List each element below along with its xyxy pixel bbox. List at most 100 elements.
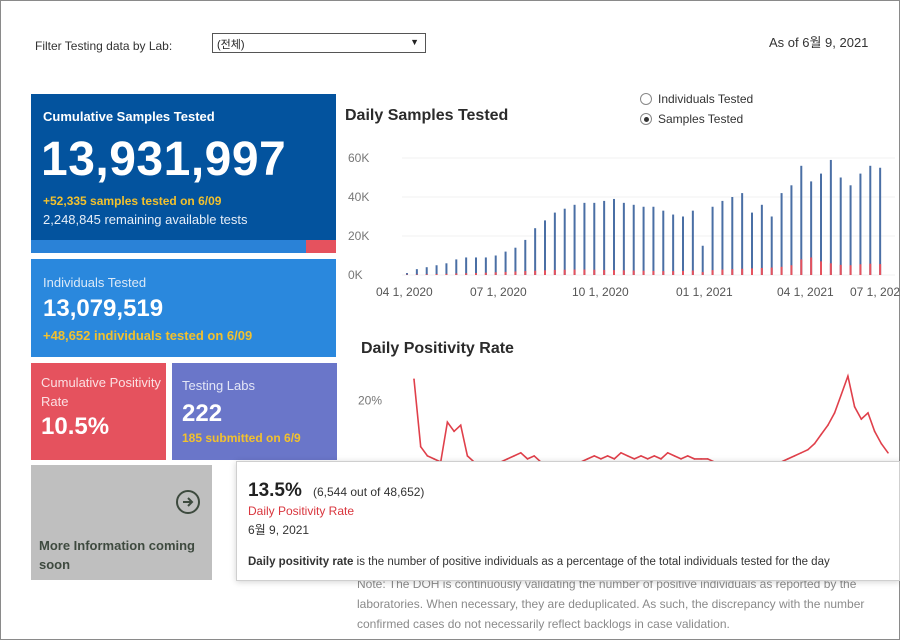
bar-samples (642, 206, 645, 275)
positivity-point (880, 442, 883, 445)
bar-samples (760, 204, 763, 275)
positivity-point (640, 455, 642, 457)
radio-button[interactable] (640, 113, 652, 125)
bar-positive (563, 269, 566, 275)
bar-positive (879, 264, 882, 275)
testing-labs-tile[interactable]: Testing Labs 222 185 submitted on 6/9 (172, 363, 337, 460)
positivity-point (666, 452, 669, 454)
positivity-point (506, 458, 509, 460)
bar-samples (475, 257, 477, 275)
bar-positive (790, 265, 793, 275)
bar-samples (869, 165, 872, 275)
daily-positivity-title: Daily Positivity Rate (361, 340, 514, 357)
bar-samples (613, 198, 615, 275)
x-tick-label: 07 1, 2021 (850, 285, 900, 299)
positivity-point (793, 455, 796, 457)
tooltip-detail: (6,544 out of 48,652) (313, 485, 425, 499)
daily-samples-chart[interactable]: 60K 40K 20K 0K 04 1, 2020 07 1, 2020 10 1, 202… (340, 140, 900, 310)
bar-samples (435, 265, 438, 275)
bar-samples (415, 269, 418, 275)
positivity-point (620, 452, 622, 454)
radio-button[interactable] (640, 93, 652, 105)
tooltip-metric: Daily Positivity Rate (248, 504, 355, 518)
positivity-point (686, 455, 689, 457)
bar-positive (583, 269, 586, 275)
positivity-point (873, 430, 876, 433)
positivity-point (853, 406, 856, 408)
positivity-point (419, 445, 422, 448)
bar-positive (534, 270, 537, 275)
bar-positive (751, 268, 753, 275)
bar-samples (790, 185, 793, 275)
positivity-rate-tile[interactable]: Cumulative Positivity Rate 10.5% (31, 363, 166, 460)
radio-individuals-tested[interactable]: Individuals Tested (640, 92, 753, 106)
tile-title: Individuals Tested (43, 275, 147, 290)
bar-positive (494, 272, 497, 275)
positivity-point (680, 458, 682, 460)
remaining-tests-bar-fill (305, 240, 336, 253)
bar-samples (573, 204, 576, 275)
bar-samples (810, 181, 813, 275)
bar-positive (632, 270, 635, 275)
bar-samples (751, 212, 753, 275)
chevron-down-icon: ▼ (410, 37, 419, 47)
positivity-point (513, 455, 515, 457)
tooltip-description: Daily positivity rate is the number of p… (248, 556, 898, 568)
y-tick-label: 20K (348, 229, 369, 243)
cumulative-samples-tile[interactable]: Cumulative Samples Tested 13,931,997 +52… (31, 94, 336, 253)
bar-positive (662, 271, 665, 275)
samples-today: +52,335 samples tested on 6/09 (43, 194, 222, 208)
bar-positive (652, 270, 655, 275)
bar-samples (494, 255, 497, 275)
daily-positivity-chart[interactable]: 20% (340, 370, 900, 465)
bar-positive (701, 272, 704, 275)
bar-positive (780, 266, 783, 275)
bar-positive (603, 269, 606, 275)
bar-samples (800, 165, 803, 275)
positivity-line (413, 373, 889, 464)
bar-positive (504, 271, 507, 275)
lab-filter-dropdown[interactable]: (전체) ▼ (212, 33, 426, 53)
positivity-point (787, 458, 789, 460)
individuals-tested-tile[interactable]: Individuals Tested 13,079,519 +48,652 in… (31, 259, 336, 357)
bar-positive (760, 267, 763, 275)
bar-samples (849, 185, 852, 275)
bar-positive (553, 269, 556, 275)
as-of-date: As of 6월 9, 2021 (769, 35, 869, 50)
bar-samples (622, 202, 625, 275)
bar-positive (810, 257, 813, 275)
individuals-tested-value: 13,079,519 (43, 295, 164, 322)
positivity-point (673, 455, 676, 457)
bar-samples (731, 197, 734, 275)
more-information-label: More Information coming soon (39, 538, 195, 572)
positivity-point (867, 412, 869, 414)
positivity-point (459, 424, 462, 426)
remaining-tests: 2,248,845 remaining available tests (43, 212, 248, 227)
bar-samples (553, 212, 556, 275)
bar-positive (593, 269, 596, 275)
positivity-point (646, 458, 649, 460)
positivity-point (586, 458, 589, 460)
tooltip-value: 13.5% (248, 480, 302, 501)
positivity-point (453, 430, 455, 433)
radio-samples-tested[interactable]: Samples Tested (640, 112, 743, 126)
positivity-point (533, 455, 535, 457)
x-tick-label: 10 1, 2020 (572, 285, 629, 299)
bar-positive (544, 270, 546, 275)
tile-title: Testing Labs (182, 378, 255, 393)
positivity-point (600, 458, 602, 460)
bar-positive (682, 270, 684, 275)
positivity-point (660, 458, 662, 460)
more-information-tile[interactable]: More Information coming soon (31, 465, 212, 580)
arrow-right-icon[interactable] (176, 490, 200, 514)
bar-samples (682, 216, 684, 275)
bar-positive (800, 259, 803, 275)
lab-filter-value: (전체) (217, 39, 245, 51)
bar-samples (770, 216, 773, 275)
bar-samples (406, 273, 408, 275)
bar-positive (672, 271, 675, 275)
bar-samples (741, 193, 744, 275)
bar-samples (524, 239, 527, 275)
bar-samples (652, 206, 655, 275)
tooltip-desc-rest: is the number of positive individuals as… (353, 556, 830, 568)
